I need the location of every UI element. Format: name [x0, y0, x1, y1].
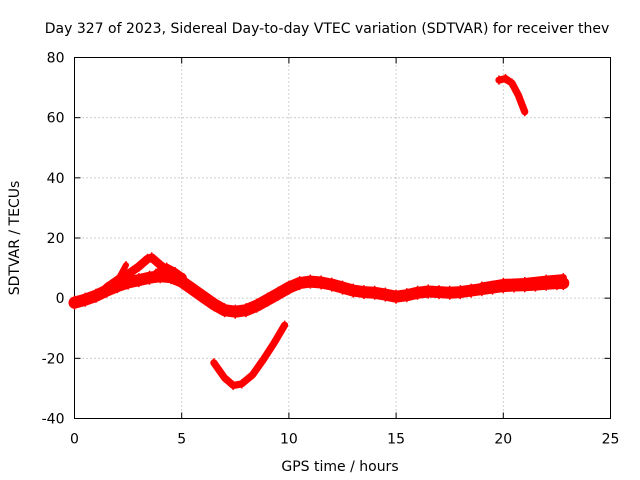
series-band — [210, 321, 289, 390]
series-main-trace — [68, 269, 570, 319]
series-high-arc — [495, 73, 529, 117]
x-tick-label: 20 — [494, 432, 512, 448]
chart-title: Day 327 of 2023, Sidereal Day-to-day VTE… — [45, 21, 609, 37]
series-spike-left — [110, 261, 130, 292]
y-tick-label: 80 — [47, 51, 65, 67]
series-negative-arc — [210, 320, 289, 391]
gridlines — [74, 57, 611, 419]
axis-ticks: 0 5 10 15 20 25 -40 -20 0 20 40 60 80 — [42, 51, 620, 448]
series-right-band — [478, 273, 567, 291]
x-tick-label: 5 — [177, 432, 186, 448]
y-tick-label: 20 — [47, 231, 65, 247]
x-tick-label: 0 — [70, 432, 79, 448]
series-band — [152, 263, 187, 281]
y-tick-label: -20 — [42, 351, 65, 367]
y-tick-label: 0 — [56, 291, 65, 307]
data-series — [68, 73, 570, 391]
x-tick-label: 10 — [280, 432, 298, 448]
y-tick-label: -40 — [42, 412, 65, 428]
y-tick-label: 60 — [47, 111, 65, 127]
y-tick-label: 40 — [47, 171, 65, 187]
x-tick-label: 15 — [387, 432, 405, 448]
y-axis-label: SDTVAR / TECUs — [7, 181, 23, 296]
series-mid-ridge — [152, 262, 187, 282]
x-tick-label: 25 — [602, 432, 620, 448]
x-axis-label: GPS time / hours — [281, 459, 398, 475]
